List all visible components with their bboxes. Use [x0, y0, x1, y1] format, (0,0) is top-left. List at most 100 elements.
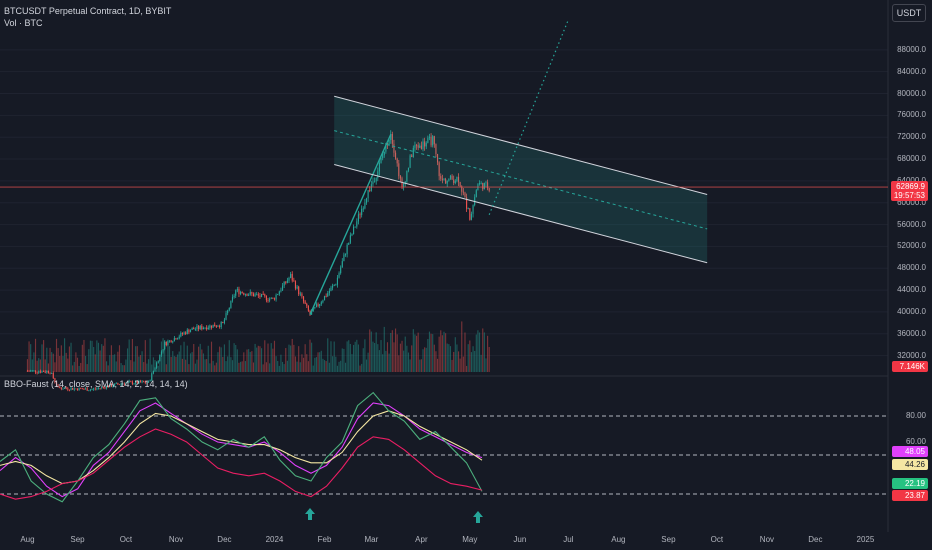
candle-body [354, 226, 356, 228]
price-tick-label-1: 84000.0 [897, 66, 926, 76]
candle-body [94, 388, 96, 390]
volume-bar [219, 346, 221, 372]
candle-body [70, 387, 72, 391]
candle-body [76, 388, 79, 391]
candle-body [344, 254, 347, 255]
price-tick-label-11: 44000.0 [897, 285, 926, 295]
volume-bar [149, 338, 151, 372]
volume-bar [64, 338, 66, 372]
volume-bar [222, 356, 224, 372]
volume-bar [57, 348, 59, 372]
volume-bar [256, 347, 258, 372]
candle-body [31, 370, 33, 372]
time-tick-label-14: Oct [710, 535, 724, 544]
volume-bar [128, 339, 130, 372]
volume-bar [265, 362, 267, 372]
candle-body [54, 378, 56, 383]
volume-bar [440, 330, 442, 372]
candle-body [254, 294, 256, 297]
volume-bar [157, 365, 159, 372]
candle-body [436, 154, 439, 163]
candle-body [120, 383, 122, 385]
volume-bar [461, 321, 463, 372]
volume-bar [170, 356, 172, 372]
currency-unit-button[interactable]: USDT [892, 4, 926, 22]
time-tick-label-11: Jul [563, 535, 574, 544]
candle-body [419, 145, 421, 148]
volume-bar [249, 351, 251, 372]
volume-bar [343, 348, 345, 372]
candle-body [267, 300, 269, 302]
candle-body [96, 388, 98, 390]
volume-bar [475, 334, 477, 372]
candle-body [257, 294, 259, 296]
volume-bar [133, 361, 135, 372]
candle-body [65, 387, 67, 389]
candle-body [72, 387, 74, 390]
trend-line [309, 134, 392, 315]
volume-bar [85, 355, 87, 372]
candle-body [83, 389, 85, 390]
candle-body [461, 186, 463, 192]
candle-body [238, 289, 240, 295]
candle-body [309, 310, 311, 315]
candle-body [235, 290, 237, 296]
volume-bar [201, 349, 203, 372]
volume-bar [398, 355, 400, 372]
price-tick-label-5: 68000.0 [897, 154, 926, 164]
candle-body [298, 286, 300, 295]
candle-body [64, 387, 66, 389]
time-tick-label-7: Mar [364, 535, 379, 544]
volume-bar [443, 331, 445, 372]
candle-body [446, 180, 448, 184]
volume-bar [391, 330, 393, 372]
volume-bar [178, 351, 180, 372]
candle-body [49, 372, 51, 374]
indicator-badge-1: 44.26 [892, 459, 928, 470]
volume-bar [180, 345, 182, 372]
indicator-label: BBO-Faust (14, close, SMA, 14, 2, 14, 14… [4, 379, 188, 389]
volume-bar [262, 364, 264, 372]
volume-bar [238, 362, 240, 372]
candle-body [453, 179, 455, 183]
volume-bar [115, 361, 117, 372]
volume-bar [419, 359, 421, 372]
volume-bar [260, 348, 263, 372]
volume-bar [464, 332, 466, 372]
candle-body [459, 182, 461, 187]
time-tick-label-6: Feb [317, 535, 332, 544]
price-tick-label-6: 64000.0 [897, 176, 926, 185]
bar-countdown: 19:57:53 [893, 191, 925, 201]
volume-bar [378, 350, 380, 372]
volume-bar [233, 343, 235, 372]
volume-bar [248, 349, 250, 372]
volume-bar [59, 355, 61, 372]
volume-bar [393, 342, 395, 372]
price-tick-label-10: 48000.0 [897, 263, 926, 273]
candle-body [109, 384, 111, 388]
volume-bar [26, 359, 29, 372]
candle-body [125, 382, 127, 385]
candle-body [122, 383, 124, 385]
candle-body [425, 142, 427, 147]
volume-bar [327, 338, 329, 372]
volume-bar [457, 351, 460, 372]
candle-body [152, 370, 154, 374]
candle-body [225, 313, 227, 320]
volume-bar [189, 353, 192, 372]
candle-body [135, 381, 137, 384]
volume-bar [251, 351, 253, 372]
volume-bar [430, 333, 432, 372]
volume-bar [301, 354, 303, 372]
volume-bar [311, 342, 313, 372]
candle-body [485, 182, 487, 184]
volume-bar [275, 356, 277, 372]
oscillator-series-green [0, 391, 483, 503]
candle-body [380, 158, 382, 164]
current-price-value: 62869.9 [896, 182, 925, 192]
candle-body [210, 325, 213, 328]
candle-body [398, 163, 400, 177]
volume-bar [406, 345, 408, 372]
volume-bar [104, 338, 106, 372]
